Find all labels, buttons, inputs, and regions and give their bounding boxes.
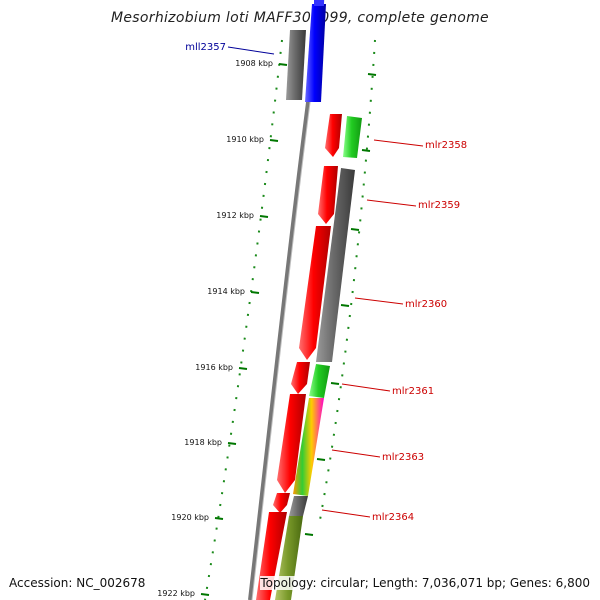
gene-segment-mlr2360 [299, 226, 331, 360]
tick-mark [214, 517, 224, 520]
map-title: Mesorhizobium loti MAFF303099, complete … [111, 10, 489, 26]
tick-label: 1916 kbp [195, 363, 233, 372]
gene-label-mlr2364[interactable]: mlr2364 [372, 512, 414, 523]
gene-connector [366, 199, 417, 207]
gene-connector [227, 46, 275, 55]
tick-mark [200, 593, 210, 596]
gene-segment-mlr2359 [318, 166, 338, 224]
gene-segment-mlr2361 [291, 362, 310, 394]
gene-segment [343, 116, 362, 158]
gene-segment [286, 30, 306, 100]
gene-segment [316, 168, 355, 362]
outer-tick-mark [361, 149, 371, 152]
gene-label-mlr2358[interactable]: mlr2358 [425, 140, 467, 151]
tick-group: 1908 kbp 1910 kbp 1912 kbp 1914 kbp 1916 kbp… [157, 59, 377, 598]
tick-mark [278, 63, 288, 66]
gene-label-mll2357[interactable]: mll2357 [185, 42, 226, 53]
gene-connector [354, 297, 404, 305]
gene-segment-mll2357 [305, 4, 326, 102]
gene-label-mlr2359[interactable]: mlr2359 [418, 200, 460, 211]
tick-label: 1922 kbp [157, 589, 195, 598]
gene-segment-mlr2358 [325, 114, 342, 157]
outer-tick-mark [367, 73, 377, 76]
gene-segment-mlr2363 [277, 394, 306, 493]
tick-label: 1914 kbp [207, 287, 245, 296]
gene-segment [289, 496, 308, 516]
outer-tick-mark [350, 228, 360, 231]
gene-connector [341, 383, 391, 392]
tick-mark [250, 291, 260, 294]
summary-text: Topology: circular; Length: 7,036,071 bp… [260, 576, 590, 590]
gene-label-mlr2360[interactable]: mlr2360 [405, 299, 447, 310]
gene-segment-mlr2364 [273, 493, 290, 513]
outer-tick-mark [340, 304, 350, 307]
outer-tick-mark [330, 382, 340, 385]
accession-text: Accession: NC_002678 [9, 576, 146, 590]
tick-label: 1910 kbp [226, 135, 264, 144]
gene-segment [314, 0, 324, 6]
gene-label-mlr2363[interactable]: mlr2363 [382, 452, 424, 463]
gene-segment [293, 398, 324, 496]
tick-mark [259, 215, 269, 218]
gene-connector [321, 509, 371, 518]
outer-tick-mark [316, 458, 326, 461]
tick-mark [269, 139, 279, 142]
tick-label: 1912 kbp [216, 211, 254, 220]
tick-label: 1920 kbp [171, 513, 209, 522]
tick-mark [238, 367, 248, 370]
gene-connector [373, 139, 424, 147]
gene-connector [331, 449, 381, 458]
gene-label-group: mll2357 mlr2358 mlr2359 mlr2360 mlr2361 mlr23… [185, 42, 467, 523]
tick-label: 1908 kbp [235, 59, 273, 68]
tick-label: 1918 kbp [184, 438, 222, 447]
outer-tick-mark [304, 533, 314, 536]
tick-mark [227, 442, 237, 445]
gene-label-mlr2361[interactable]: mlr2361 [392, 386, 434, 397]
gene-segment [309, 364, 330, 398]
